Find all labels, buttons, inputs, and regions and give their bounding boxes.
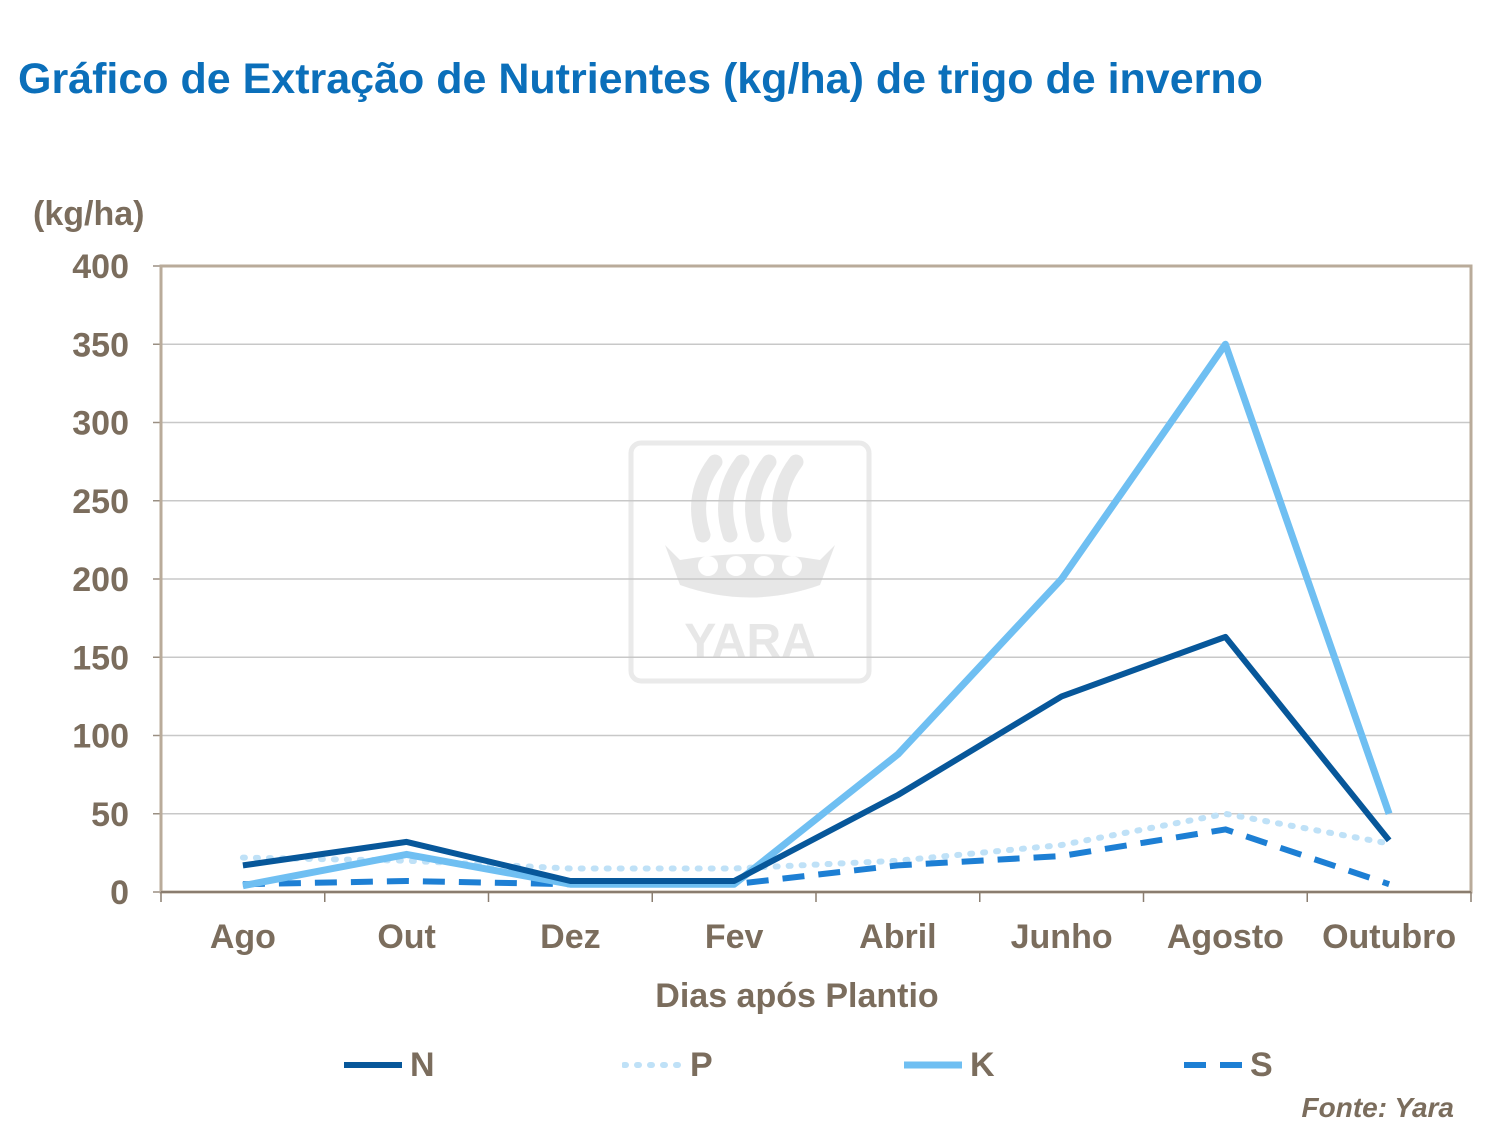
- legend-label-N: N: [410, 1045, 435, 1084]
- series-line-S: [242, 826, 1391, 888]
- series-line-K: [242, 340, 1393, 890]
- x-tick-label: Ago: [210, 918, 276, 956]
- series-line-N: [242, 633, 1392, 884]
- legend-label-P: P: [690, 1045, 713, 1084]
- yara-logo-watermark: YARA: [628, 440, 872, 684]
- y-tick-label: 250: [72, 483, 129, 521]
- x-tick-label: Junho: [1011, 918, 1113, 956]
- x-tick-label: Outubro: [1322, 918, 1456, 956]
- axes: [153, 264, 1473, 902]
- y-axis-unit-label: (kg/ha): [33, 195, 145, 233]
- y-tick-label: 0: [110, 874, 129, 912]
- y-tick-label: 100: [72, 718, 129, 756]
- legend-swatch-K: [904, 1061, 962, 1069]
- source-note: Fonte: Yara: [1301, 1092, 1454, 1123]
- x-tick-label: Out: [377, 918, 436, 956]
- legend-item-P: P: [622, 1045, 713, 1085]
- x-tick-label: Dez: [540, 918, 600, 956]
- legend-label-K: K: [970, 1045, 995, 1084]
- y-tick-label: 150: [72, 639, 129, 677]
- x-tick-label: Abril: [859, 918, 936, 956]
- chart-title: Gráfico de Extração de Nutrientes (kg/ha…: [18, 55, 1263, 103]
- y-tick-label: 350: [72, 326, 129, 364]
- grid-lines: [161, 265, 1471, 815]
- y-tick-labels: 0 50 100 150 200 250 300 350 400: [72, 248, 129, 912]
- y-tick-label: 400: [72, 248, 129, 286]
- x-tick-labels: Ago Out Dez Fev Abril Junho Agosto Outubro: [210, 918, 1456, 956]
- legend-item-S: S: [1182, 1045, 1273, 1085]
- y-tick-label: 300: [72, 405, 129, 443]
- legend-label-S: S: [1250, 1045, 1273, 1084]
- x-tick-label: Agosto: [1167, 918, 1284, 956]
- y-tick-label: 50: [91, 796, 129, 834]
- series-line-P: [239, 810, 1393, 872]
- legend-item-N: N: [342, 1045, 435, 1085]
- legend-item-K: K: [902, 1045, 995, 1085]
- y-tick-label: 200: [72, 561, 129, 599]
- series-lines: [239, 340, 1393, 890]
- legend-swatch-P: [622, 1062, 684, 1068]
- x-axis-title: Dias após Plantio: [655, 977, 938, 1015]
- legend-swatch-N: [344, 1062, 402, 1068]
- watermark-text: YARA: [684, 615, 816, 668]
- legend-swatch-S: [1184, 1062, 1242, 1068]
- x-tick-label: Fev: [705, 918, 764, 956]
